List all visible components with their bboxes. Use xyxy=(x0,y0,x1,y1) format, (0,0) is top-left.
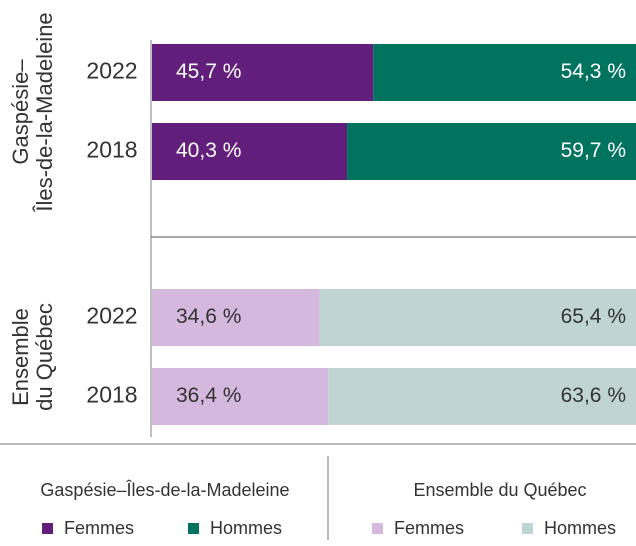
bar-segment xyxy=(152,368,329,425)
bar-segment xyxy=(373,44,636,101)
value-label: 63,6 % xyxy=(561,384,626,407)
bar-segment xyxy=(152,44,374,101)
bar-segment xyxy=(152,289,320,346)
y-tick-label: 2018 xyxy=(86,382,137,408)
y-tick-label: 2022 xyxy=(86,303,137,329)
y-tick-label: 2018 xyxy=(86,137,137,163)
legend-swatch xyxy=(522,523,533,534)
value-label: 40,3 % xyxy=(176,139,241,162)
group-label: du Québec xyxy=(32,303,57,411)
legend-label: Femmes xyxy=(394,518,464,538)
legend-label: Femmes xyxy=(64,518,134,538)
value-label: 45,7 % xyxy=(176,60,241,83)
group-label: Ensemble xyxy=(8,308,33,406)
value-label: 34,6 % xyxy=(176,305,241,328)
legend-swatch xyxy=(42,523,53,534)
bar-segment xyxy=(347,123,636,180)
bar-segment xyxy=(319,289,636,346)
value-label: 59,7 % xyxy=(561,139,626,162)
bar-segment xyxy=(328,368,636,425)
group-label: Îles-de-la-Madeleine xyxy=(32,12,57,212)
bar-segment xyxy=(152,123,348,180)
group-label: Gaspésie– xyxy=(8,59,33,165)
legend-title: Ensemble du Québec xyxy=(413,480,586,500)
value-label: 65,4 % xyxy=(561,305,626,328)
value-label: 36,4 % xyxy=(176,384,241,407)
legend-swatch xyxy=(372,523,383,534)
legend-title: Gaspésie–Îles-de-la-Madeleine xyxy=(40,480,289,500)
legend-label: Hommes xyxy=(210,518,282,538)
legend-label: Hommes xyxy=(544,518,616,538)
value-label: 54,3 % xyxy=(561,60,626,83)
y-tick-label: 2022 xyxy=(86,58,137,84)
legend-swatch xyxy=(188,523,199,534)
